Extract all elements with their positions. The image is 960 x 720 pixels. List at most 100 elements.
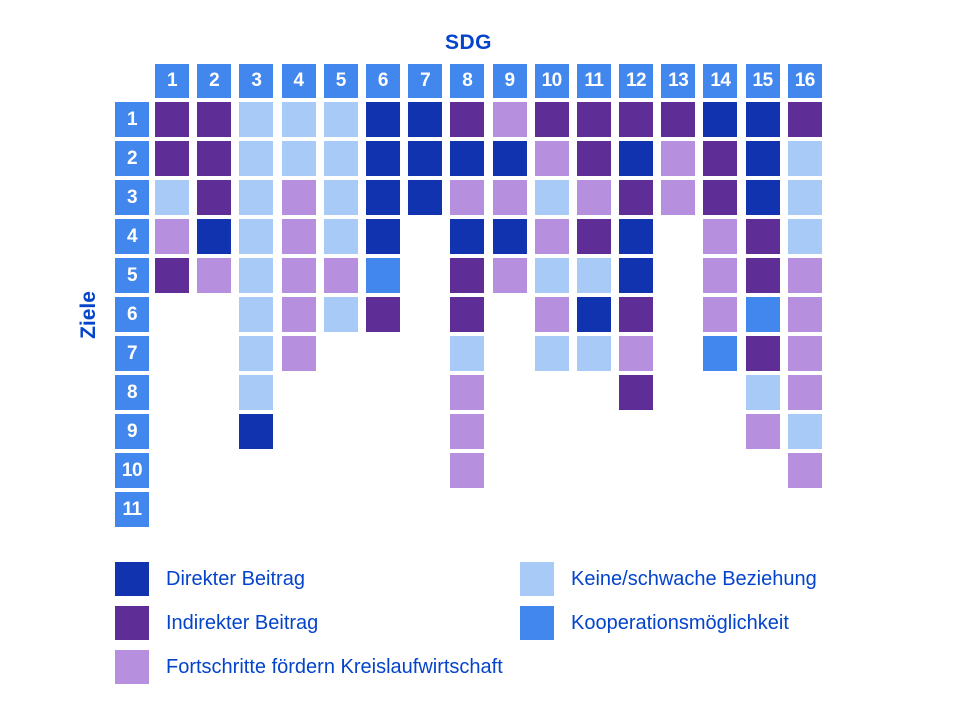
- matrix-cell: [450, 336, 485, 371]
- matrix-cell: [450, 414, 485, 449]
- matrix-cell: [703, 141, 738, 176]
- matrix-cell: [576, 336, 611, 371]
- matrix-cell: [787, 336, 822, 371]
- row-header: 3: [115, 180, 149, 215]
- matrix-cell: [703, 297, 738, 332]
- matrix-cell-empty: [493, 492, 527, 527]
- matrix-cell-empty: [155, 375, 189, 410]
- column-header: 5: [323, 64, 358, 98]
- matrix-cell: [365, 102, 400, 137]
- matrix-cell: [239, 219, 274, 254]
- matrix-cell: [450, 297, 485, 332]
- matrix-cell-empty: [408, 258, 442, 293]
- column-headers: 1 2 3 4 5 6 7 8 9 10 11 12 13 14 15 16: [155, 64, 822, 98]
- row-header: 6: [115, 297, 149, 332]
- matrix-cell-empty: [493, 453, 527, 488]
- matrix-cell-empty: [577, 492, 611, 527]
- matrix-cell: [745, 102, 780, 137]
- matrix-cell-empty: [408, 219, 442, 254]
- matrix-cell: [450, 258, 485, 293]
- matrix-cell: [155, 141, 189, 176]
- matrix-cell: [534, 258, 569, 293]
- legend-swatch: [115, 562, 149, 596]
- matrix-cell-empty: [535, 375, 569, 410]
- legend-label: Keine/schwache Beziehung: [571, 567, 817, 590]
- matrix-cell: [408, 102, 443, 137]
- matrix-cell: [197, 219, 232, 254]
- matrix-cell-empty: [408, 336, 442, 371]
- matrix-cell-empty: [661, 375, 695, 410]
- legend-label: Indirekter Beitrag: [166, 611, 319, 634]
- row-header: 4: [115, 219, 149, 254]
- matrix-cell: [619, 297, 654, 332]
- matrix-cell: [534, 336, 569, 371]
- legend-swatch: [520, 562, 554, 596]
- row-header: 11: [115, 492, 149, 527]
- matrix-cell: [787, 375, 822, 410]
- legend-item: Indirekter Beitrag: [115, 606, 503, 640]
- y-axis-label-text: Ziele: [77, 291, 100, 339]
- matrix-cell: [787, 258, 822, 293]
- matrix-cell: [787, 219, 822, 254]
- row-headers: 1 2 3 4 5 6 7 8 9 10 11: [115, 102, 149, 527]
- matrix-cell: [576, 219, 611, 254]
- column-header: 13: [661, 64, 696, 98]
- matrix-cell-empty: [746, 453, 780, 488]
- column-header: 7: [408, 64, 443, 98]
- matrix-cell-empty: [703, 375, 737, 410]
- matrix-cell: [197, 180, 232, 215]
- matrix-cell: [745, 180, 780, 215]
- matrix-cell: [661, 141, 696, 176]
- matrix-cell: [787, 180, 822, 215]
- matrix-cell: [492, 141, 527, 176]
- matrix-cell: [450, 102, 485, 137]
- matrix-cell: [323, 141, 358, 176]
- legend-label: Kooperationsmöglichkeit: [571, 611, 789, 634]
- column-header: 3: [239, 64, 274, 98]
- legend-swatch: [115, 606, 149, 640]
- matrix-cell-empty: [155, 414, 189, 449]
- matrix-cell: [492, 219, 527, 254]
- matrix-cell: [323, 219, 358, 254]
- matrix-cell-empty: [239, 492, 273, 527]
- legend-item: Keine/schwache Beziehung: [520, 562, 817, 596]
- matrix-cell: [197, 258, 232, 293]
- matrix-cell-empty: [197, 297, 231, 332]
- matrix-cell: [703, 258, 738, 293]
- row-header: 8: [115, 375, 149, 410]
- matrix-cell: [619, 141, 654, 176]
- matrix-cell: [450, 141, 485, 176]
- matrix-cell: [323, 258, 358, 293]
- legend-item: Direkter Beitrag: [115, 562, 503, 596]
- matrix-cell-empty: [703, 453, 737, 488]
- matrix-cell-empty: [535, 492, 569, 527]
- matrix-cell-empty: [661, 219, 695, 254]
- matrix-cell-empty: [535, 414, 569, 449]
- column-header: 16: [787, 64, 822, 98]
- matrix-cell: [239, 102, 274, 137]
- matrix-cell-empty: [577, 414, 611, 449]
- column-header: 1: [155, 64, 189, 98]
- matrix-cell: [450, 453, 485, 488]
- matrix-cell: [155, 102, 189, 137]
- matrix-cell: [197, 141, 232, 176]
- column-header: 15: [745, 64, 780, 98]
- matrix-cell: [787, 453, 822, 488]
- column-header: 4: [281, 64, 316, 98]
- matrix-cell: [281, 297, 316, 332]
- matrix-cell-empty: [155, 297, 189, 332]
- matrix-cell-empty: [619, 453, 653, 488]
- matrix-cell: [323, 102, 358, 137]
- matrix-grid: [155, 102, 822, 527]
- matrix-cell: [745, 141, 780, 176]
- matrix-cell-empty: [324, 336, 358, 371]
- matrix-cell: [619, 336, 654, 371]
- matrix-cell: [365, 297, 400, 332]
- matrix-cell-empty: [282, 492, 316, 527]
- matrix-cell: [745, 219, 780, 254]
- matrix-cell-empty: [324, 375, 358, 410]
- matrix-cell-empty: [661, 414, 695, 449]
- matrix-cell: [534, 219, 569, 254]
- matrix-cell: [745, 414, 780, 449]
- matrix-cell: [239, 336, 274, 371]
